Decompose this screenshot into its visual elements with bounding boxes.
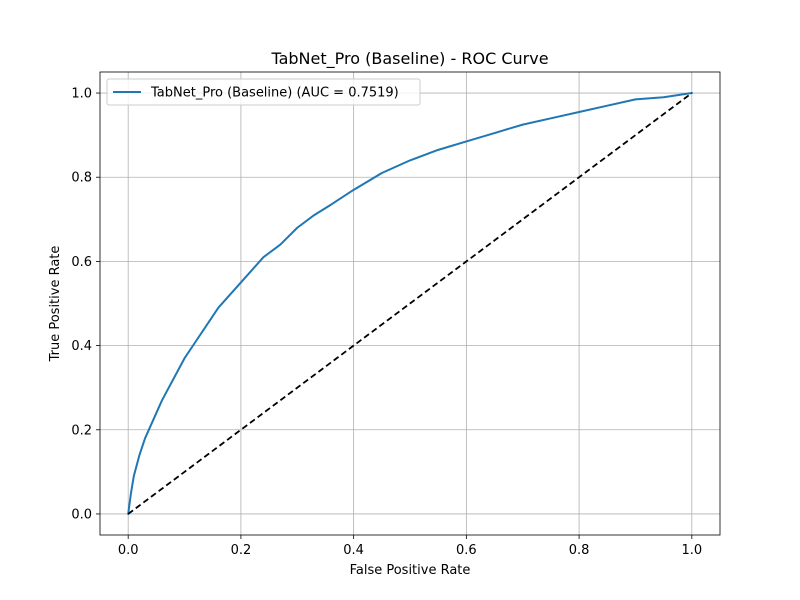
- x-tick-label: 0.4: [343, 543, 364, 558]
- y-tick-label: 0.4: [71, 339, 92, 354]
- legend-label: TabNet_Pro (Baseline) (AUC = 0.7519): [150, 86, 399, 101]
- chart-title: TabNet_Pro (Baseline) - ROC Curve: [270, 49, 548, 69]
- legend-box: [106, 78, 421, 106]
- x-tick-label: 1.0: [681, 543, 702, 558]
- legend: TabNet_Pro (Baseline) (AUC = 0.7519): [106, 78, 421, 106]
- y-tick-label: 0.2: [71, 423, 92, 438]
- plot-frame: [99, 71, 721, 536]
- x-axis-label: False Positive Rate: [350, 563, 471, 578]
- y-tick-label: 0.8: [71, 171, 92, 186]
- roc-curve-line: [127, 92, 693, 515]
- y-tick-label: 0.6: [71, 255, 92, 270]
- x-tick-label: 0.6: [456, 543, 477, 558]
- chance-diagonal-line: [127, 92, 693, 515]
- x-tick-label: 0.2: [231, 543, 252, 558]
- x-axis: 0.0 0.2 0.4 0.6 0.8 1.0: [118, 535, 702, 558]
- y-tick-label: 1.0: [71, 87, 92, 102]
- x-tick-label: 0.0: [118, 543, 139, 558]
- y-axis: 0.0 0.2 0.4 0.6 0.8 1.0: [71, 87, 100, 522]
- y-axis-label: True Positive Rate: [48, 246, 63, 363]
- x-tick-label: 0.8: [569, 543, 590, 558]
- series-layer: [127, 92, 693, 515]
- y-tick-label: 0.0: [71, 507, 92, 522]
